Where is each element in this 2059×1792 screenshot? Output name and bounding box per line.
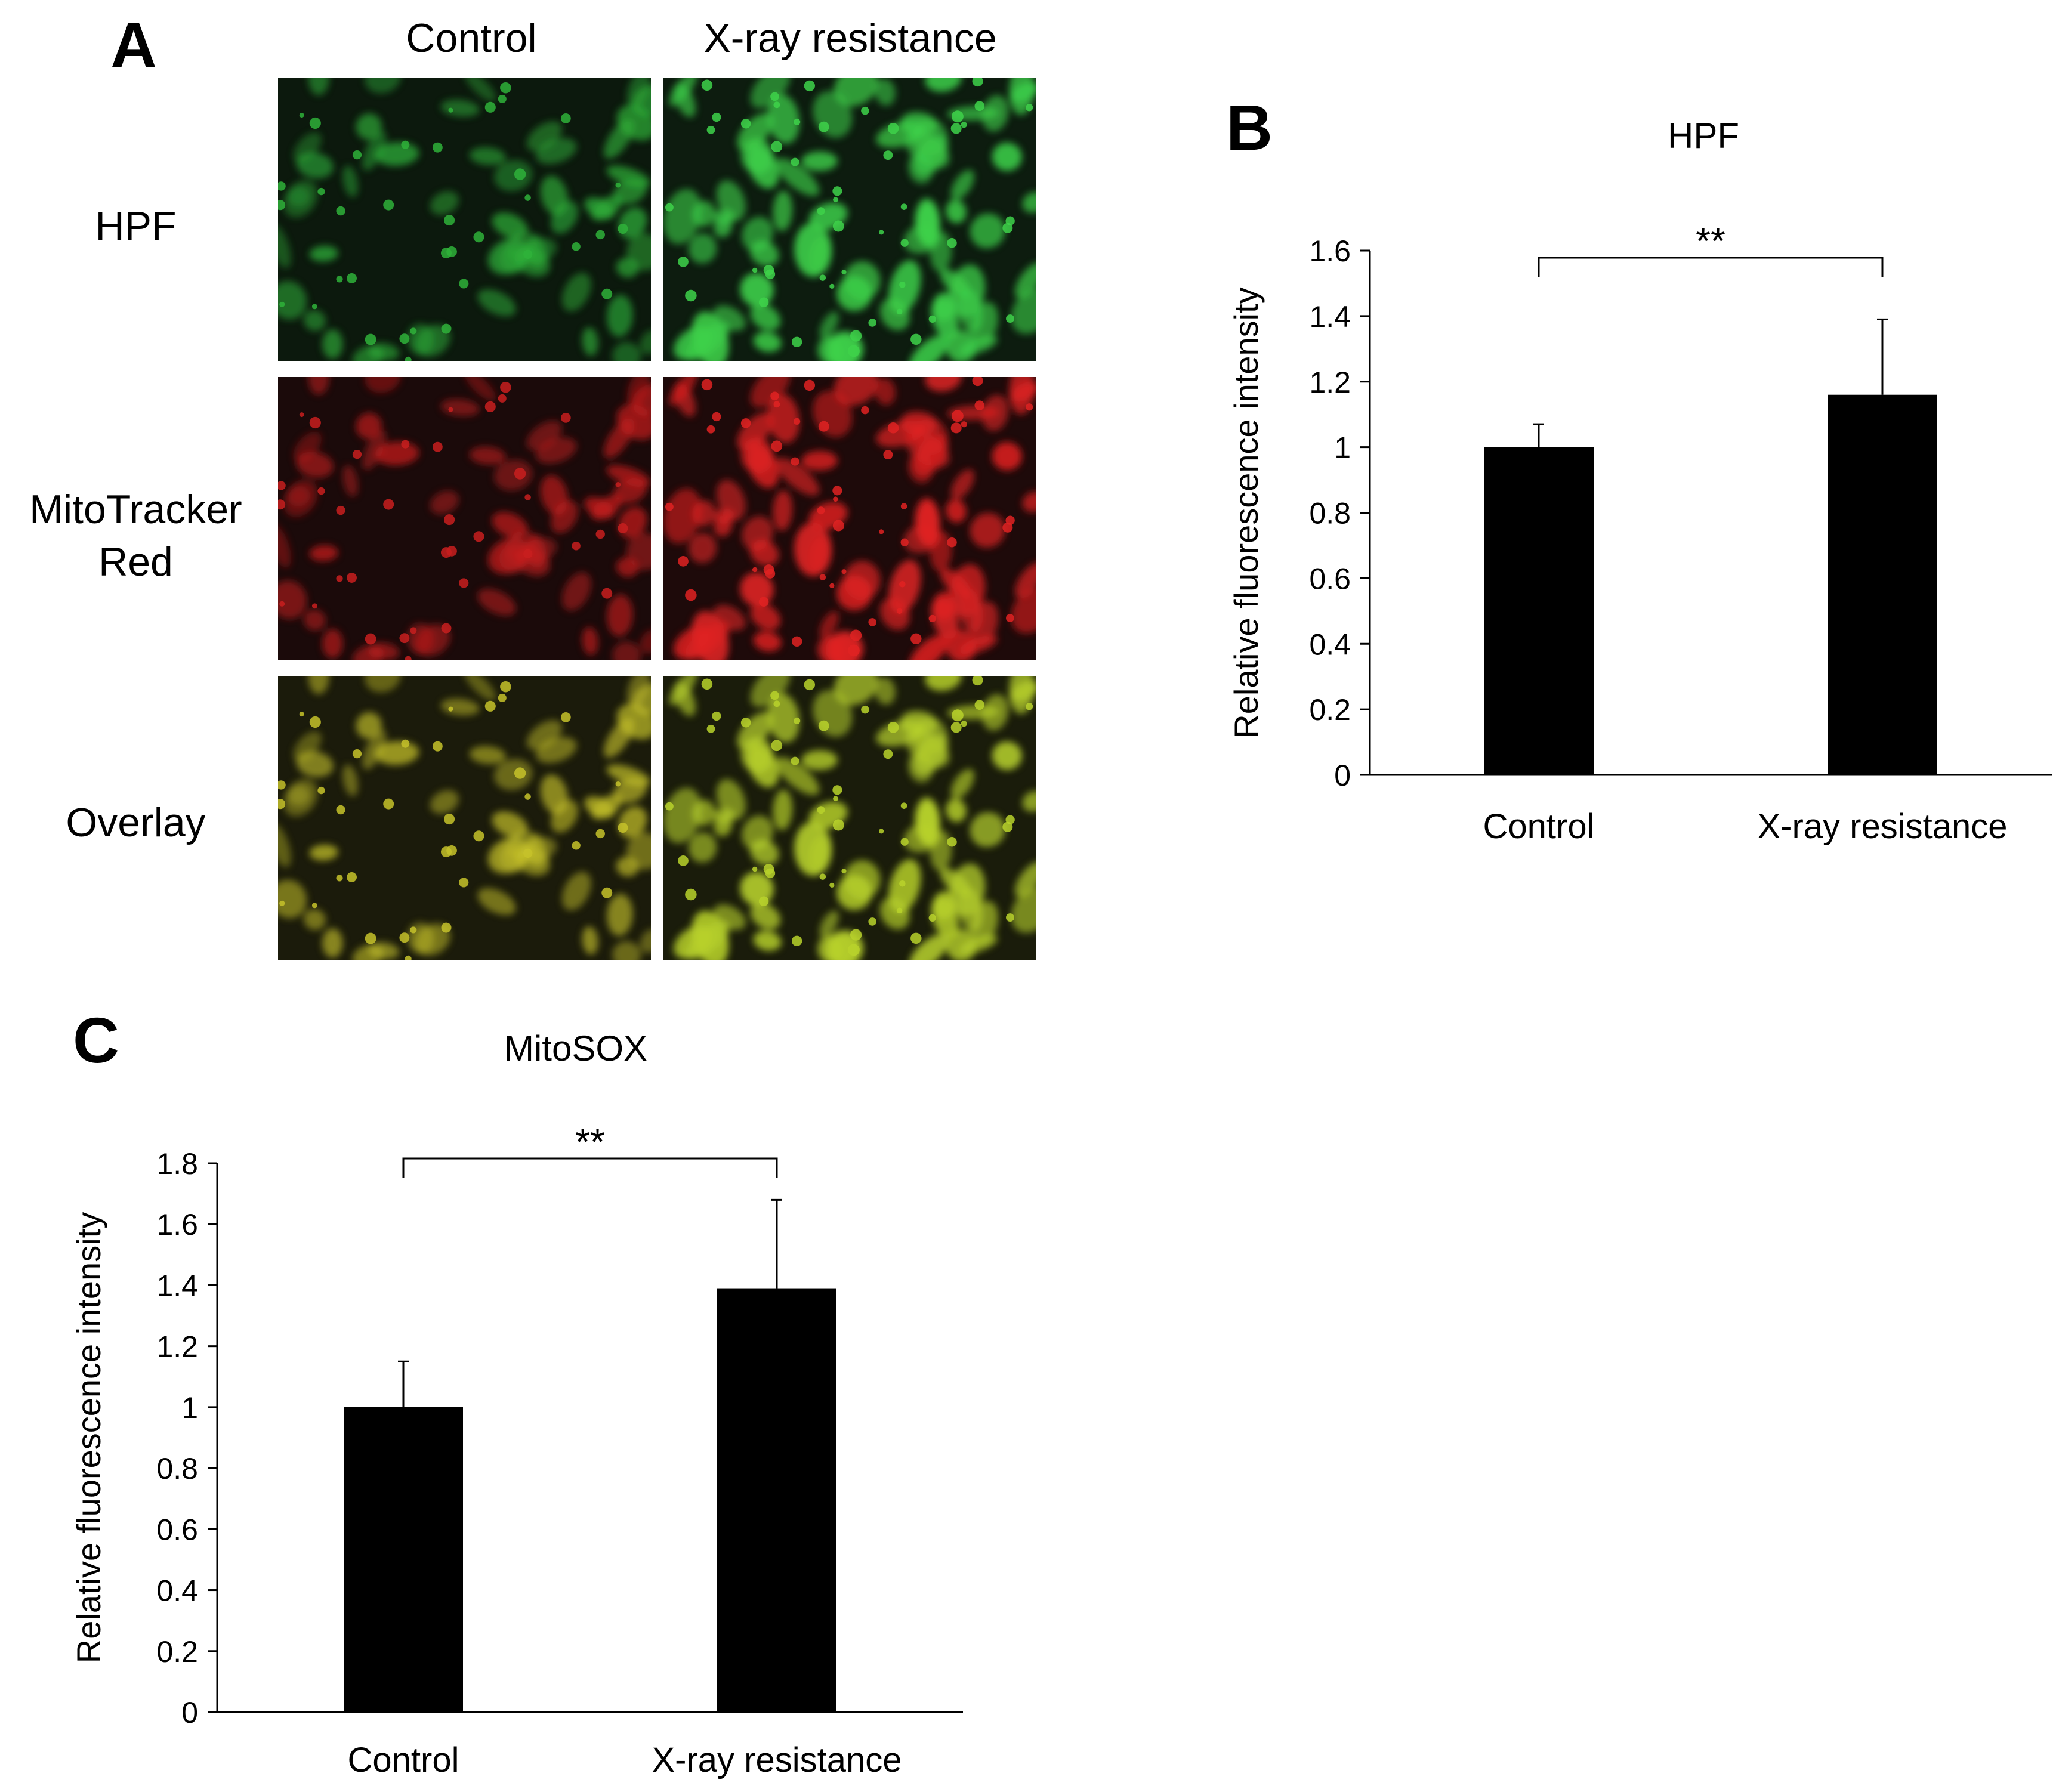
mitosox-category-label-1: Control <box>348 1741 459 1779</box>
hpf-bar-2 <box>1828 394 1937 775</box>
micrograph-hpf-control <box>278 78 651 361</box>
micrograph-image <box>663 377 1036 660</box>
row-label-hpf: HPF <box>95 203 177 249</box>
hpf-y-axis-label: Relative fluorescence intensity <box>1227 287 1265 738</box>
column-label-xray-resistance: X-ray resistance <box>703 16 997 61</box>
micrograph-overlay-control <box>278 676 651 960</box>
mitosox-y-axis-label: Relative fluorescence intensity <box>70 1212 107 1663</box>
mitosox-y-tick-label: 0.6 <box>156 1513 198 1546</box>
panel-a-letter: A <box>110 9 157 81</box>
hpf-y-tick-label: 1.6 <box>1309 234 1351 268</box>
micrograph-image <box>278 377 651 660</box>
mitosox-y-tick-label: 0.8 <box>156 1452 198 1485</box>
mitosox-y-tick-label: 1.2 <box>156 1330 198 1364</box>
hpf-y-tick-label: 0.4 <box>1309 628 1351 661</box>
hpf-y-tick-label: 1.2 <box>1309 366 1351 399</box>
mitosox-y-tick-label: 1.8 <box>156 1147 198 1181</box>
micrograph-image <box>663 676 1036 960</box>
hpf-y-tick-label: 0.6 <box>1309 562 1351 595</box>
mitosox-significance-label: ** <box>575 1120 605 1163</box>
mitosox-y-tick-label: 0.4 <box>156 1574 198 1608</box>
hpf-bar-1 <box>1484 447 1594 775</box>
mitosox-y-tick-label: 1.6 <box>156 1208 198 1241</box>
micrograph-mitotracker-xray-resistance <box>663 377 1036 660</box>
panel-b-letter: B <box>1226 91 1273 163</box>
micrograph-overlay-xray-resistance <box>663 676 1036 960</box>
row-label-overlay: Overlay <box>66 800 206 845</box>
hpf-y-tick-label: 1.4 <box>1309 300 1351 333</box>
row-label-mitotracker-red: MitoTracker Red <box>29 487 242 585</box>
hpf-y-tick-label: 0.2 <box>1309 693 1351 727</box>
hpf-y-tick-label: 1 <box>1334 431 1351 465</box>
panel-c-letter: C <box>73 1004 119 1076</box>
micrograph-hpf-xray-resistance <box>663 78 1036 361</box>
micrograph-mitotracker-control <box>278 377 651 660</box>
mitosox-y-tick-label: 1 <box>181 1391 198 1425</box>
hpf-significance-label: ** <box>1696 220 1725 262</box>
hpf-y-tick-label: 0 <box>1334 759 1351 792</box>
hpf-chart-title: HPF <box>1668 116 1739 156</box>
mitosox-y-tick-label: 0.2 <box>156 1635 198 1669</box>
mitosox-y-tick-label: 0 <box>181 1696 198 1729</box>
micrograph-image <box>278 78 651 361</box>
column-label-control: Control <box>406 16 537 61</box>
hpf-significance-bracket <box>1538 257 1884 277</box>
mitosox-bar-1 <box>344 1407 463 1712</box>
hpf-category-label-2: X-ray resistance <box>1757 807 2007 846</box>
hpf-y-tick-label: 0.8 <box>1309 497 1351 530</box>
hpf-category-label-1: Control <box>1483 807 1595 846</box>
mitosox-y-tick-label: 1.4 <box>156 1269 198 1302</box>
micrograph-image <box>663 78 1036 361</box>
micrograph-image <box>278 676 651 960</box>
mitosox-significance-bracket <box>402 1157 778 1178</box>
mitosox-chart-title: MitoSOX <box>504 1028 647 1068</box>
mitosox-bar-2 <box>717 1288 836 1712</box>
mitosox-category-label-2: X-ray resistance <box>652 1741 902 1779</box>
